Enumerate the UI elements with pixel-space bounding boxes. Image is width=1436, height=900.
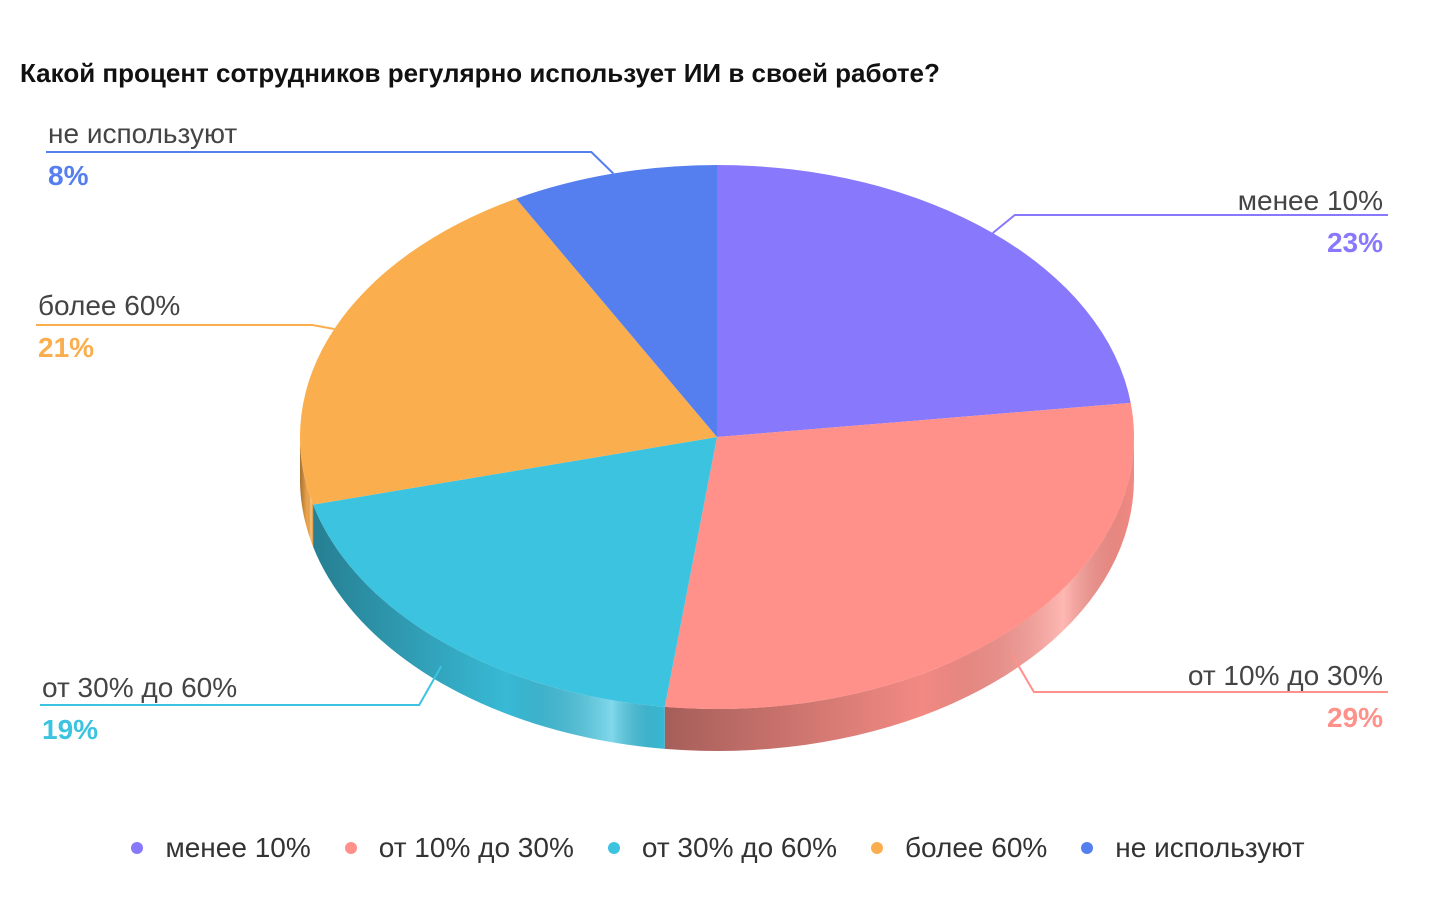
slice-value-label: 23% — [1327, 227, 1383, 258]
legend-marker — [607, 842, 620, 854]
slice-value-label: 21% — [38, 332, 94, 363]
legend-item: не используют — [1081, 832, 1305, 864]
legend-label: не используют — [1115, 832, 1305, 863]
slice-label: от 30% до 60% — [42, 672, 237, 703]
slice-label: более 60% — [38, 290, 180, 321]
slice-label: не используют — [48, 118, 237, 149]
legend-marker — [1081, 842, 1094, 854]
legend-item: от 10% до 30% — [344, 832, 574, 864]
slice-value-label: 8% — [48, 160, 89, 191]
pie-slice-3 — [313, 437, 717, 707]
legend-label: менее 10% — [165, 832, 311, 863]
pie-slice-1 — [717, 165, 1131, 437]
legend-marker — [344, 842, 357, 854]
chart-title: Какой процент сотрудников регулярно испо… — [20, 58, 940, 88]
legend-item: более 60% — [870, 832, 1048, 864]
pie-slice-4 — [299, 198, 717, 505]
slice-value-label: 19% — [42, 714, 98, 745]
slice-label: от 10% до 30% — [1188, 660, 1383, 691]
leader-line — [992, 214, 1388, 234]
legend-label: от 10% до 30% — [378, 832, 574, 863]
slice-label: менее 10% — [1238, 185, 1383, 216]
slice-side — [313, 504, 665, 749]
leader-line — [40, 665, 443, 706]
legend-marker — [870, 842, 883, 854]
leader-line — [46, 151, 614, 175]
pie-chart: менее 10% 23% от 10% до 30% 29% от 30% до 60… — [36, 118, 1388, 751]
slice-value-label: 29% — [1327, 702, 1383, 733]
leader-line — [36, 324, 335, 330]
legend-label: более 60% — [904, 832, 1048, 863]
slice-side — [664, 437, 1134, 751]
pie-slice-2 — [664, 402, 1134, 710]
leader-line — [1011, 653, 1388, 693]
legend-label: от 30% до 60% — [641, 832, 837, 863]
legend-marker — [131, 842, 144, 854]
legend-item: менее 10% — [131, 832, 311, 864]
slice-side — [300, 437, 314, 547]
legend-item: от 30% до 60% — [607, 832, 837, 864]
legend: менее 10% от 10% до 30% от 30% до 60% более… — [0, 832, 1436, 864]
pie-slice-5 — [516, 165, 717, 437]
